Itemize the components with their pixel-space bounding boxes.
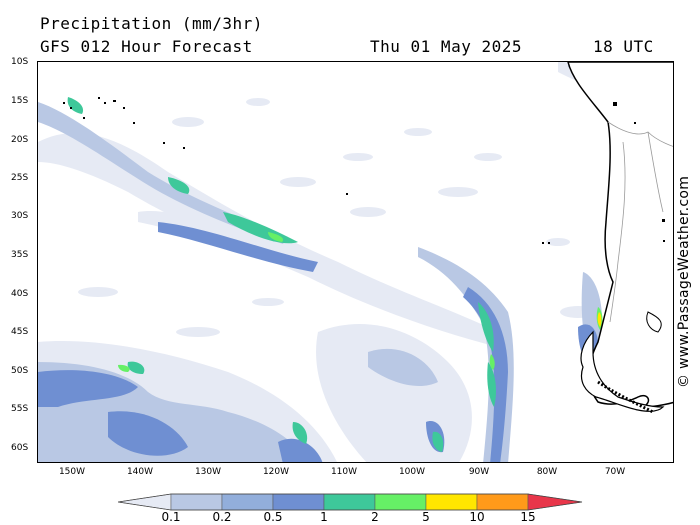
legend-label: 0.1 [161,510,181,524]
legend-label: 0.5 [263,510,283,524]
lat-label: 15S [11,96,29,106]
forecast-time: 18 UTC [593,37,654,56]
lon-label: 120W [262,467,290,477]
lat-label: 50S [11,366,29,376]
lon-label: 140W [126,467,154,477]
lat-label: 40S [11,289,29,299]
credit-text: © www.PassageWeather.com [676,175,692,388]
lon-label: 100W [398,467,426,477]
legend-swatch [170,493,223,511]
land-south-america [567,62,673,414]
legend-label: 2 [371,510,379,524]
lat-label: 10S [11,57,29,67]
legend-label: 0.2 [212,510,232,524]
islands [63,97,665,244]
legend-swatch [221,493,274,511]
lat-label: 35S [11,250,29,260]
legend-swatch [118,493,172,511]
lat-label: 60S [11,443,29,453]
legend-swatch [425,493,478,511]
lon-label: 110W [330,467,358,477]
legend-swatch [374,493,427,511]
forecast-model: GFS 012 Hour Forecast [40,37,253,56]
precipitation-legend [118,493,583,511]
legend-swatch [476,493,529,511]
lon-label: 150W [58,467,86,477]
lat-label: 20S [11,135,29,145]
lat-label: 30S [11,211,29,221]
legend-label: 1 [320,510,328,524]
legend-label: 15 [520,510,536,524]
lon-label: 130W [194,467,222,477]
lat-label: 25S [11,173,29,183]
precipitation-map [37,61,674,463]
lat-label: 45S [11,327,29,337]
lat-label: 55S [11,404,29,414]
legend-label: 10 [469,510,485,524]
precip-blue-bands [38,222,599,462]
legend-label: 5 [422,510,430,524]
map-title: Precipitation (mm/3hr) [40,14,263,33]
legend-swatch [323,493,376,511]
map-canvas [38,62,673,462]
forecast-date: Thu 01 May 2025 [370,37,522,56]
lon-label: 70W [604,467,626,477]
precip-yellow-cells [597,312,602,327]
lon-label: 80W [536,467,558,477]
lon-label: 90W [468,467,490,477]
legend-swatch [272,493,325,511]
legend-swatch [527,493,583,511]
